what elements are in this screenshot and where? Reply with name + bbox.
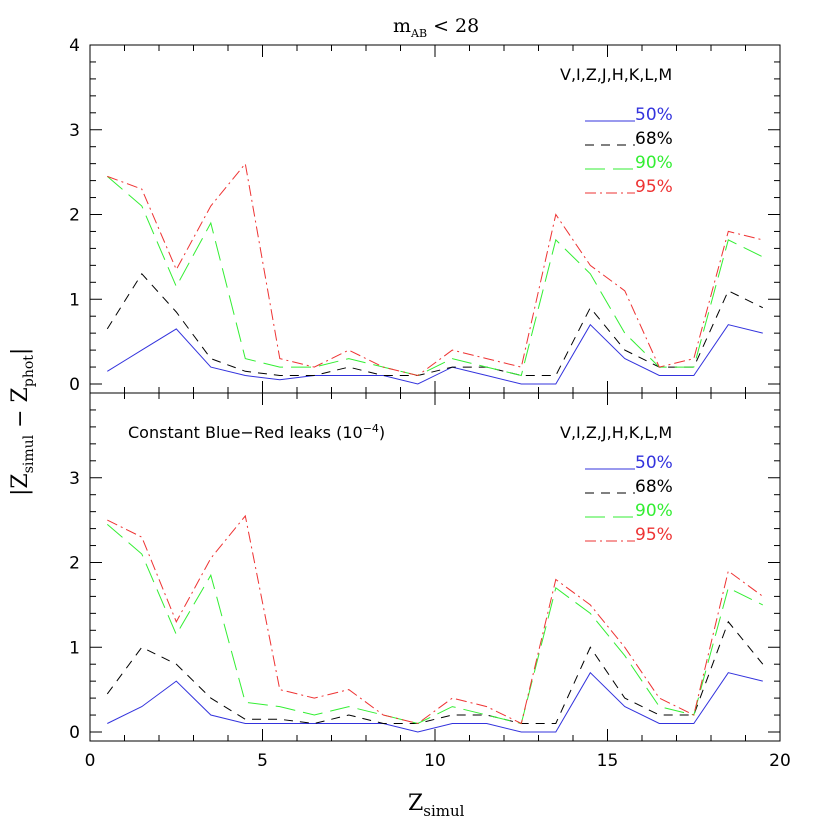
- series-line-90pct: [106, 524, 764, 725]
- series-line-95pct: [107, 514, 764, 725]
- x-tick-label: 10: [424, 751, 446, 771]
- series-line-68pct: [106, 272, 764, 376]
- top-panel-lines: [106, 162, 764, 385]
- bottom-panel-annotation-sup: −4: [363, 422, 379, 435]
- series-line-68pct: [106, 620, 764, 725]
- legend-label: 50%: [635, 453, 673, 473]
- top-panel-ytick-labels: 0 1 2 3 4: [69, 36, 80, 395]
- y-tick-label: 3: [69, 469, 80, 489]
- x-axis-label-sub: simul: [423, 802, 464, 820]
- top-panel-legend: 50% 68% 90% 95%: [585, 105, 673, 197]
- x-tick-label: 15: [597, 751, 619, 771]
- bottom-panel-annotation-end: ): [379, 423, 385, 442]
- series-line-95pct: [107, 162, 763, 377]
- bottom-panel-annotation: Constant Blue−Red leaks (10−4): [128, 422, 385, 442]
- series-line-50pct: [107, 671, 763, 733]
- y-axis-label-sub2: phot: [21, 355, 37, 387]
- top-panel: 0 1 2 3 4 V,I,Z,J,H,K,L,M 50% 68% 90% 95%: [69, 36, 781, 395]
- top-panel-ticks: [89, 44, 781, 393]
- y-axis-label-sub1: simul: [21, 434, 37, 473]
- legend-label: 90%: [635, 153, 673, 173]
- x-axis-label: Zsimul: [408, 791, 465, 820]
- legend-label: 68%: [635, 477, 673, 497]
- top-panel-title-sub: AB: [410, 27, 427, 40]
- legend-label: 95%: [635, 525, 673, 545]
- bottom-panel-ticks: [89, 392, 781, 741]
- top-panel-title-rest: < 28: [427, 15, 479, 37]
- y-tick-label: 0: [69, 375, 80, 395]
- series-line-90pct: [106, 176, 764, 377]
- legend-label: 68%: [635, 129, 673, 149]
- bottom-panel: 0 1 2 3 Constant Blue−Red leaks (10−4) V,I,…: [69, 392, 781, 743]
- legend-label: 95%: [635, 177, 673, 197]
- series-line-50pct: [107, 323, 763, 385]
- x-tick-label: 0: [85, 751, 96, 771]
- bottom-panel-ytick-labels: 0 1 2 3: [69, 469, 80, 743]
- legend-label: 90%: [635, 501, 673, 521]
- bottom-panel-filters: V,I,Z,J,H,K,L,M: [560, 423, 672, 442]
- legend-label: 50%: [635, 105, 673, 125]
- y-tick-label: 2: [69, 206, 80, 226]
- y-tick-label: 1: [69, 290, 80, 310]
- top-panel-filters: V,I,Z,J,H,K,L,M: [560, 65, 672, 84]
- y-axis-label-end: |: [8, 348, 33, 355]
- y-axis-label: |Zsimul − Zphot|: [8, 348, 37, 496]
- y-tick-label: 3: [69, 121, 80, 141]
- x-tick-label: 20: [769, 751, 791, 771]
- y-tick-label: 4: [69, 36, 80, 56]
- y-tick-label: 2: [69, 554, 80, 574]
- bottom-panel-frame: [89, 392, 781, 742]
- y-tick-label: 0: [69, 723, 80, 743]
- x-tick-label: 5: [257, 751, 268, 771]
- top-panel-title: mAB < 28: [393, 15, 479, 40]
- x-tick-labels: 0 5 10 15 20: [85, 751, 791, 771]
- top-panel-frame: [89, 44, 781, 394]
- bottom-panel-legend: 50% 68% 90% 95%: [585, 453, 673, 545]
- y-tick-label: 1: [69, 638, 80, 658]
- bottom-panel-lines: [106, 514, 764, 733]
- y-axis-label-mid: − Z: [8, 387, 33, 435]
